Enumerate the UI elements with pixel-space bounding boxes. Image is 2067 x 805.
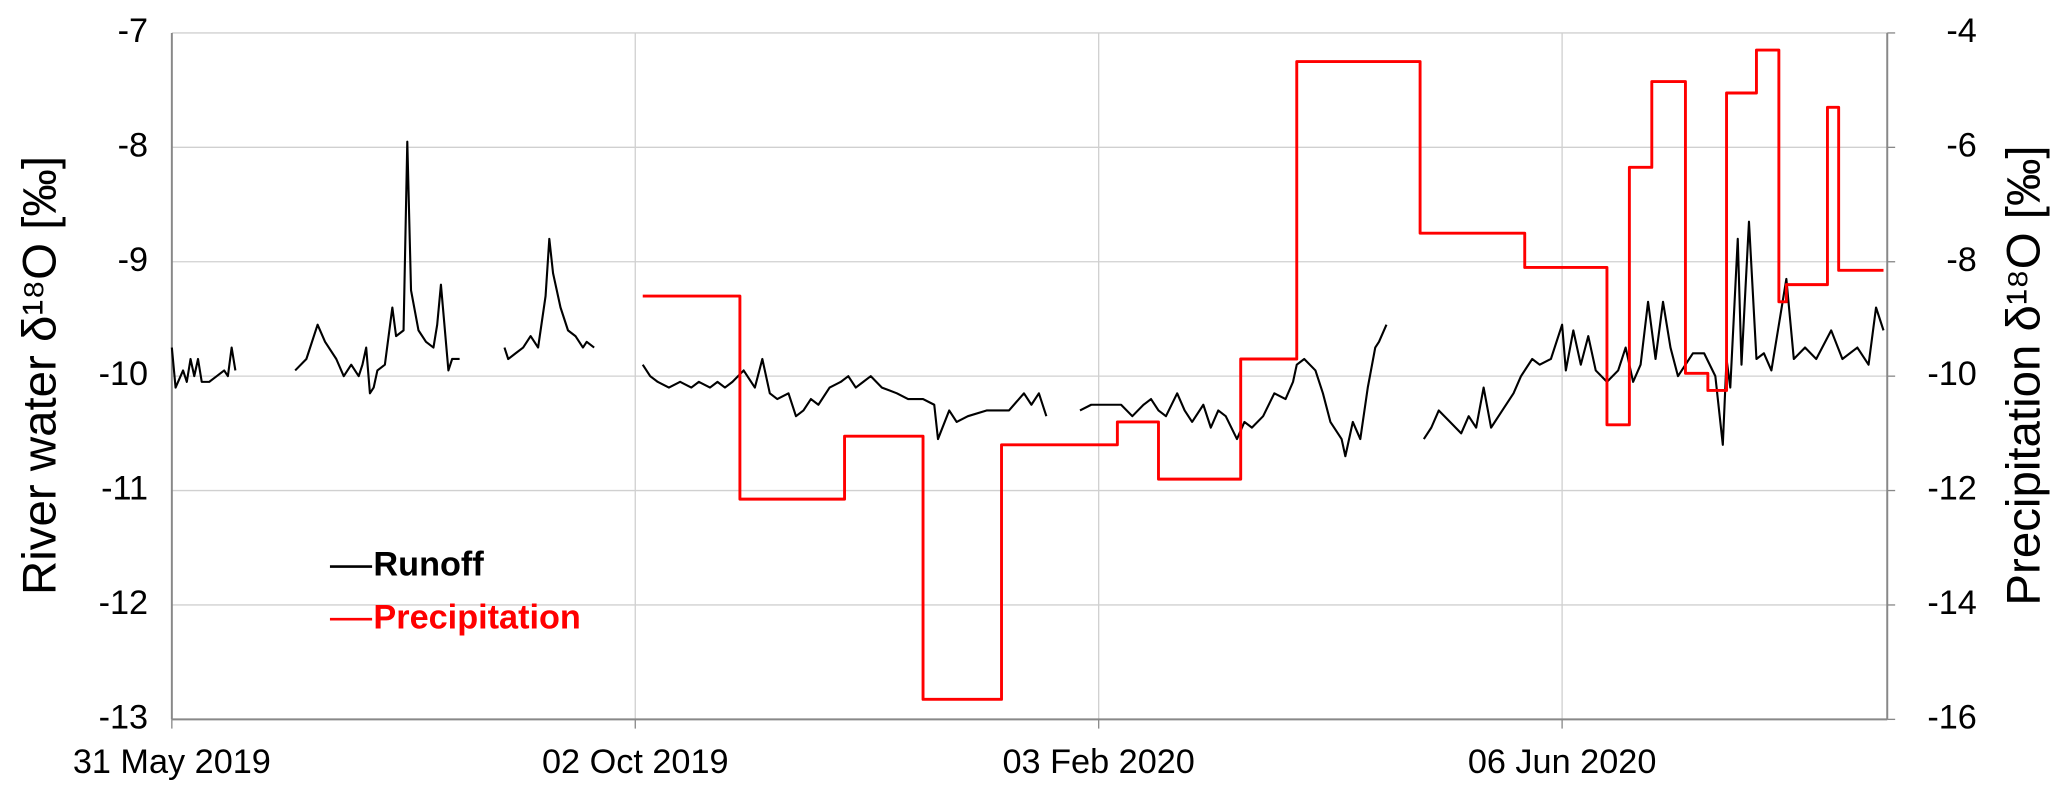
y-tick-label: -12 [99, 584, 149, 622]
legend-label: Runoff [373, 546, 484, 584]
line [170, 140, 1885, 458]
step-line [642, 48, 1884, 701]
y-tick-label: -7 [118, 12, 148, 50]
y2-axis-title: Precipitation δ¹⁸O [‰] [1997, 145, 2050, 605]
x-tick-label: 02 Oct 2019 [542, 743, 729, 781]
y2-tick-label: -14 [1927, 584, 1977, 622]
y2-tick-label: -12 [1927, 470, 1977, 508]
y2-tick-label: -16 [1927, 698, 1977, 736]
y-tick-label: -8 [118, 126, 148, 164]
y-tick-label: -13 [99, 698, 149, 736]
y2-tick-label: -10 [1927, 355, 1977, 393]
y-tick-label: -11 [101, 470, 148, 508]
y-axis-title: River water δ¹⁸O [‰] [13, 156, 66, 595]
x-tick-label: 03 Feb 2020 [1003, 743, 1195, 781]
y-tick-label: -9 [118, 241, 148, 279]
x-tick-label: 06 Jun 2020 [1468, 743, 1657, 781]
y2-tick-label: -6 [1946, 126, 1976, 164]
y-tick-label: -10 [99, 355, 149, 393]
y2-tick-label: -4 [1946, 12, 1976, 50]
y2-tick-label: -8 [1946, 241, 1976, 279]
legend-label: Precipitation [373, 598, 580, 636]
x-tick-label: 31 May 2019 [73, 743, 271, 781]
